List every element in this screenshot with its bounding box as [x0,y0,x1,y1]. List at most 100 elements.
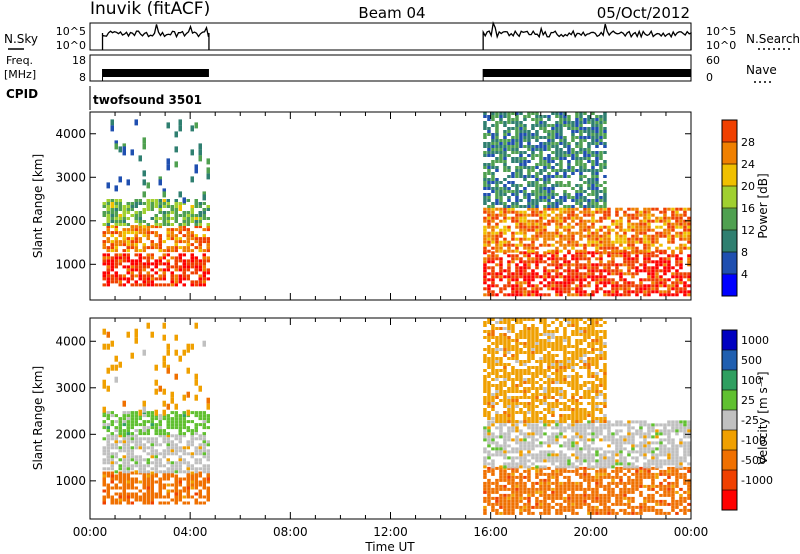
heatmap-cell-r5 [567,237,571,241]
heatmap-cell-r6 [503,133,507,136]
heatmap-cell-r1 [206,237,210,241]
heatmap-cell-r5 [575,450,579,454]
heatmap-cell-r4 [491,481,495,485]
heatmap-cell-r4 [595,493,599,497]
heatmap-cell-r4 [543,481,547,485]
heatmap-cell-r6 [531,402,535,405]
heatmap-cell-r6 [535,190,539,193]
heatmap-cell-r1 [154,440,158,444]
heatmap-cell-r5 [555,423,559,427]
heatmap-cell-r4 [543,260,547,264]
heatmap-cell-r6 [527,357,531,360]
heatmap-cell-r4 [647,278,651,282]
heatmap-cell-r5 [659,216,663,220]
heatmap-cell-r2 [106,417,110,421]
heatmap-cell-r0 [110,480,114,484]
heatmap-cell-r2 [174,208,178,211]
heatmap-cell-r4 [519,275,523,279]
heatmap-cell-r4 [547,263,551,267]
heatmap-cell-r2 [134,429,138,433]
heatmap-cell-r5 [559,207,563,211]
heatmap-cell-r4 [539,275,543,279]
heatmap-cell-r1 [126,449,130,453]
heatmap-cell-r6 [535,396,539,399]
heatmap-cell-r4 [515,284,519,288]
heatmap-cell-r4 [499,472,503,476]
heatmap-cell-r5 [579,450,583,454]
heatmap-cell-r3 [118,361,122,368]
heatmap-cell-r4 [515,254,519,258]
heatmap-cell-r2 [186,211,190,214]
heatmap-cell-r5 [487,429,491,433]
heatmap-cell-r4 [615,293,619,297]
heatmap-cell-r3 [162,409,166,416]
heatmap-cell-r1 [206,240,210,244]
heatmap-cell-r6 [567,145,571,148]
heatmap-cell-r6 [535,393,539,396]
heatmap-cell-r5 [603,243,607,247]
heatmap-cell-r5 [623,249,627,253]
heatmap-cell-r6 [559,142,563,145]
heatmap-cell-r6 [491,324,495,327]
heatmap-cell-r5 [631,462,635,466]
heatmap-cell-r5 [575,453,579,457]
heatmap-cell-r5 [571,444,575,448]
heatmap-cell-r5 [539,429,543,433]
heatmap-cell-r0 [174,489,178,493]
heatmap-cell-r5 [515,456,519,460]
heatmap-cell-r1 [122,470,126,474]
heatmap-cell-r1 [206,467,210,471]
heatmap-cell-r6 [523,178,527,181]
heatmap-cell-r5 [651,234,655,238]
heatmap-cell-r4 [659,484,663,488]
heatmap-cell-r6 [547,381,551,384]
heatmap-cell-r2 [142,211,146,214]
heatmap-cell-r0 [130,265,134,269]
heatmap-cell-r6 [523,130,527,133]
heatmap-cell-r6 [543,124,547,127]
heatmap-cell-r4 [631,484,635,488]
heatmap-cell-r6 [495,184,499,187]
heatmap-cell-r1 [118,467,122,471]
heatmap-cell-r6 [483,360,487,363]
heatmap-cell-r5 [619,462,623,466]
heatmap-cell-r4 [607,266,611,270]
heatmap-cell-r6 [527,202,531,205]
heatmap-cell-r4 [627,487,631,491]
heatmap-cell-r5 [623,213,627,217]
heatmap-cell-r4 [643,484,647,488]
heatmap-cell-r6 [579,115,583,118]
heatmap-cell-r1 [122,449,126,453]
heatmap-cell-r1 [126,249,130,253]
heatmap-cell-r3 [198,143,202,150]
heatmap-cell-r0 [202,283,206,287]
heatmap-cell-r1 [162,464,166,468]
heatmap-cell-r1 [138,470,142,474]
heatmap-cell-r4 [539,257,543,261]
heatmap-cell-r4 [511,478,515,482]
noise-trace [101,20,692,50]
heatmap-cell-r6 [499,393,503,396]
heatmap-cell-r6 [591,121,595,124]
heatmap-cell-r6 [483,321,487,324]
heatmap-cell-r5 [519,225,523,229]
heatmap-cell-r4 [551,472,555,476]
heatmap-cell-r5 [643,237,647,241]
heatmap-cell-r3 [206,158,210,165]
heatmap-cell-r5 [535,210,539,214]
heatmap-cell-r1 [198,467,202,471]
heatmap-cell-r2 [166,214,170,217]
heatmap-cell-r0 [138,265,142,269]
heatmap-cell-r6 [567,127,571,130]
heatmap-cell-r6 [535,336,539,339]
noise-panel-frame [89,22,692,51]
heatmap-cell-r6 [579,196,583,199]
heatmap-cell-r5 [683,246,687,250]
heatmap-cell-r6 [523,369,527,372]
heatmap-cell-r4 [495,496,499,500]
heatmap-cell-r4 [619,496,623,500]
heatmap-cell-r6 [591,118,595,121]
heatmap-cell-r1 [110,467,114,471]
heatmap-cell-r6 [515,160,519,163]
heatmap-cell-r6 [579,172,583,175]
